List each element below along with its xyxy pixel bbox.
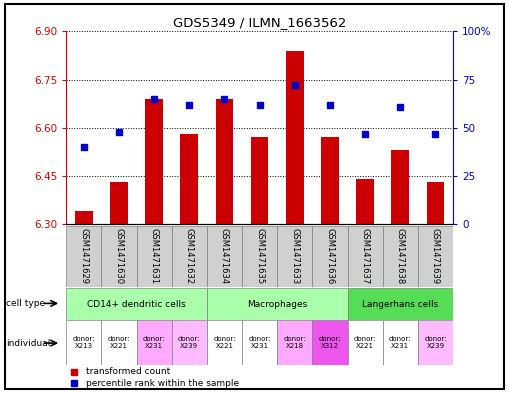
Text: donor:
X231: donor: X231 [389,336,411,349]
Bar [66,288,207,320]
Text: transformed count: transformed count [86,367,170,376]
Title: GDS5349 / ILMN_1663562: GDS5349 / ILMN_1663562 [173,16,346,29]
Bar [75,211,93,224]
Bar [181,134,198,224]
Text: donor:
X239: donor: X239 [178,336,201,349]
Text: donor:
X221: donor: X221 [354,336,376,349]
Text: Langerhans cells: Langerhans cells [362,300,438,309]
Bar [216,99,233,224]
Text: Macrophages: Macrophages [247,300,307,309]
Text: GSM1471636: GSM1471636 [325,228,334,284]
Bar [172,226,207,287]
Text: donor:
X231: donor: X231 [248,336,271,349]
Bar [136,226,172,287]
Bar [348,226,383,287]
Bar [286,51,303,224]
Bar [277,226,313,287]
Bar [66,320,101,365]
Text: GSM1471638: GSM1471638 [396,228,405,284]
Text: donor:
X231: donor: X231 [143,336,165,349]
Bar [277,320,313,365]
Text: percentile rank within the sample: percentile rank within the sample [86,379,239,388]
Bar [136,320,172,365]
Text: GSM1471630: GSM1471630 [115,228,123,284]
Text: GSM1471631: GSM1471631 [150,228,159,284]
Bar [242,320,277,365]
Text: CD14+ dendritic cells: CD14+ dendritic cells [87,300,186,309]
Bar [427,182,444,224]
Bar [251,138,268,224]
Bar [348,288,453,320]
Bar [418,320,453,365]
Bar [172,320,207,365]
Bar [348,320,383,365]
Bar [66,226,101,287]
Bar [145,99,163,224]
Bar [101,320,136,365]
Text: GSM1471639: GSM1471639 [431,228,440,284]
Bar [207,320,242,365]
Bar [418,226,453,287]
Text: donor:
X213: donor: X213 [72,336,95,349]
Bar [242,226,277,287]
Bar [391,150,409,224]
Bar [356,179,374,224]
Bar [313,320,348,365]
Text: GSM1471635: GSM1471635 [255,228,264,284]
Bar [321,138,338,224]
Bar [383,226,418,287]
Text: individual: individual [6,339,50,347]
Text: GSM1471637: GSM1471637 [360,228,370,284]
Text: GSM1471633: GSM1471633 [290,228,299,284]
Text: donor:
X218: donor: X218 [284,336,306,349]
Text: donor:
X221: donor: X221 [108,336,130,349]
Text: donor:
X239: donor: X239 [424,336,447,349]
Text: GSM1471629: GSM1471629 [79,228,88,284]
Text: cell type: cell type [6,299,45,308]
Bar [313,226,348,287]
Bar [383,320,418,365]
Text: GSM1471634: GSM1471634 [220,228,229,284]
Bar [207,226,242,287]
Bar [110,182,128,224]
Bar [207,288,348,320]
Text: donor:
X312: donor: X312 [319,336,341,349]
Text: GSM1471632: GSM1471632 [185,228,194,284]
Bar [101,226,136,287]
Text: donor:
X221: donor: X221 [213,336,236,349]
